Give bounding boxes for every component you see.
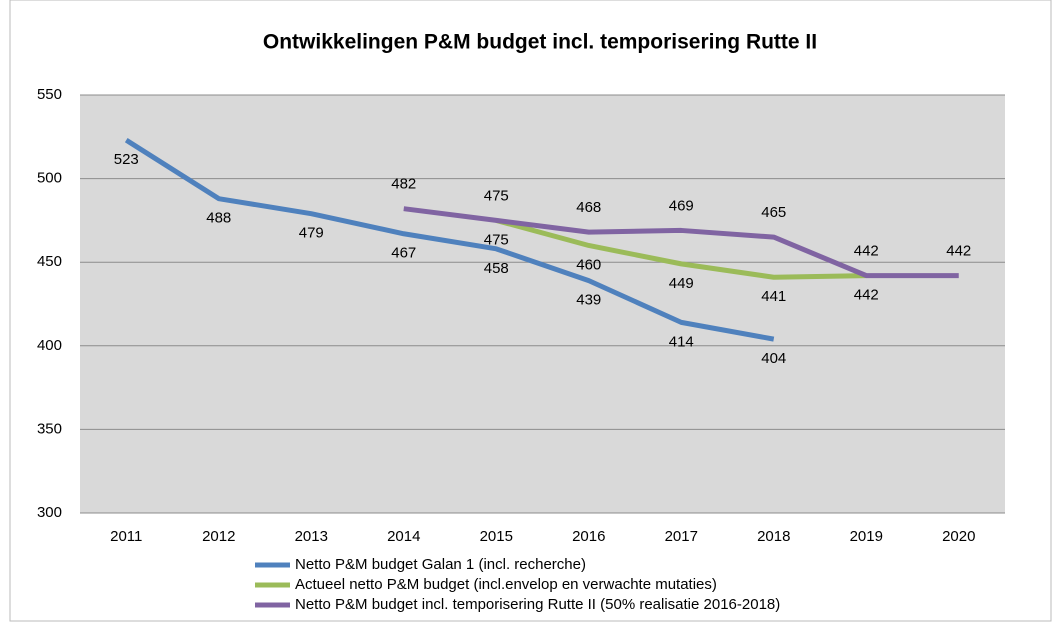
- x-tick-label: 2020: [942, 528, 975, 545]
- x-tick-label: 2012: [202, 528, 235, 545]
- y-tick-label: 500: [37, 170, 62, 187]
- data-label: 414: [669, 333, 694, 350]
- data-label: 442: [854, 287, 879, 304]
- plot-area: [80, 95, 1005, 513]
- y-tick-label: 350: [37, 420, 62, 437]
- x-tick-label: 2018: [757, 528, 790, 545]
- data-label: 479: [299, 225, 324, 242]
- series-line: [124, 138, 775, 342]
- series-line: [403, 206, 959, 279]
- data-label: 449: [669, 275, 694, 292]
- data-label: 441: [761, 288, 786, 305]
- data-label: 523: [114, 151, 139, 168]
- frame: [9, 0, 1052, 622]
- legend-label: Netto P&M budget incl. temporisering Rut…: [295, 596, 780, 613]
- data-label: 488: [206, 210, 231, 227]
- x-tick-label: 2011: [110, 528, 142, 545]
- legend-label: Actueel netto P&M budget (incl.envelop e…: [295, 576, 717, 593]
- data-label: 439: [576, 292, 601, 309]
- data-label: 468: [576, 199, 601, 216]
- data-label: 467: [391, 245, 416, 262]
- data-label: 458: [484, 260, 509, 277]
- x-tick-label: 2017: [665, 528, 698, 545]
- y-tick-label: 550: [37, 86, 62, 103]
- y-tick-label: 450: [37, 253, 62, 270]
- x-tick-label: 2013: [295, 528, 328, 545]
- data-label: 482: [391, 176, 416, 193]
- series-line: [495, 217, 867, 280]
- x-tick-label: 2014: [387, 528, 420, 545]
- legend-label: Netto P&M budget Galan 1 (incl. recherch…: [295, 556, 586, 573]
- chart-title: Ontwikkelingen P&M budget incl. temporis…: [263, 31, 817, 54]
- data-label: 475: [484, 231, 509, 248]
- y-tick-label: 400: [37, 337, 62, 354]
- data-label: 465: [761, 204, 786, 221]
- data-label: 469: [669, 197, 694, 214]
- data-label: 475: [484, 187, 509, 204]
- y-tick-label: 300: [37, 504, 62, 521]
- x-tick-label: 2019: [850, 528, 883, 545]
- data-label: 442: [854, 243, 879, 260]
- x-tick-label: 2015: [480, 528, 513, 545]
- x-tick-label: 2016: [572, 528, 605, 545]
- data-label: 442: [946, 243, 971, 260]
- data-label: 460: [576, 256, 601, 273]
- data-label: 404: [761, 350, 786, 367]
